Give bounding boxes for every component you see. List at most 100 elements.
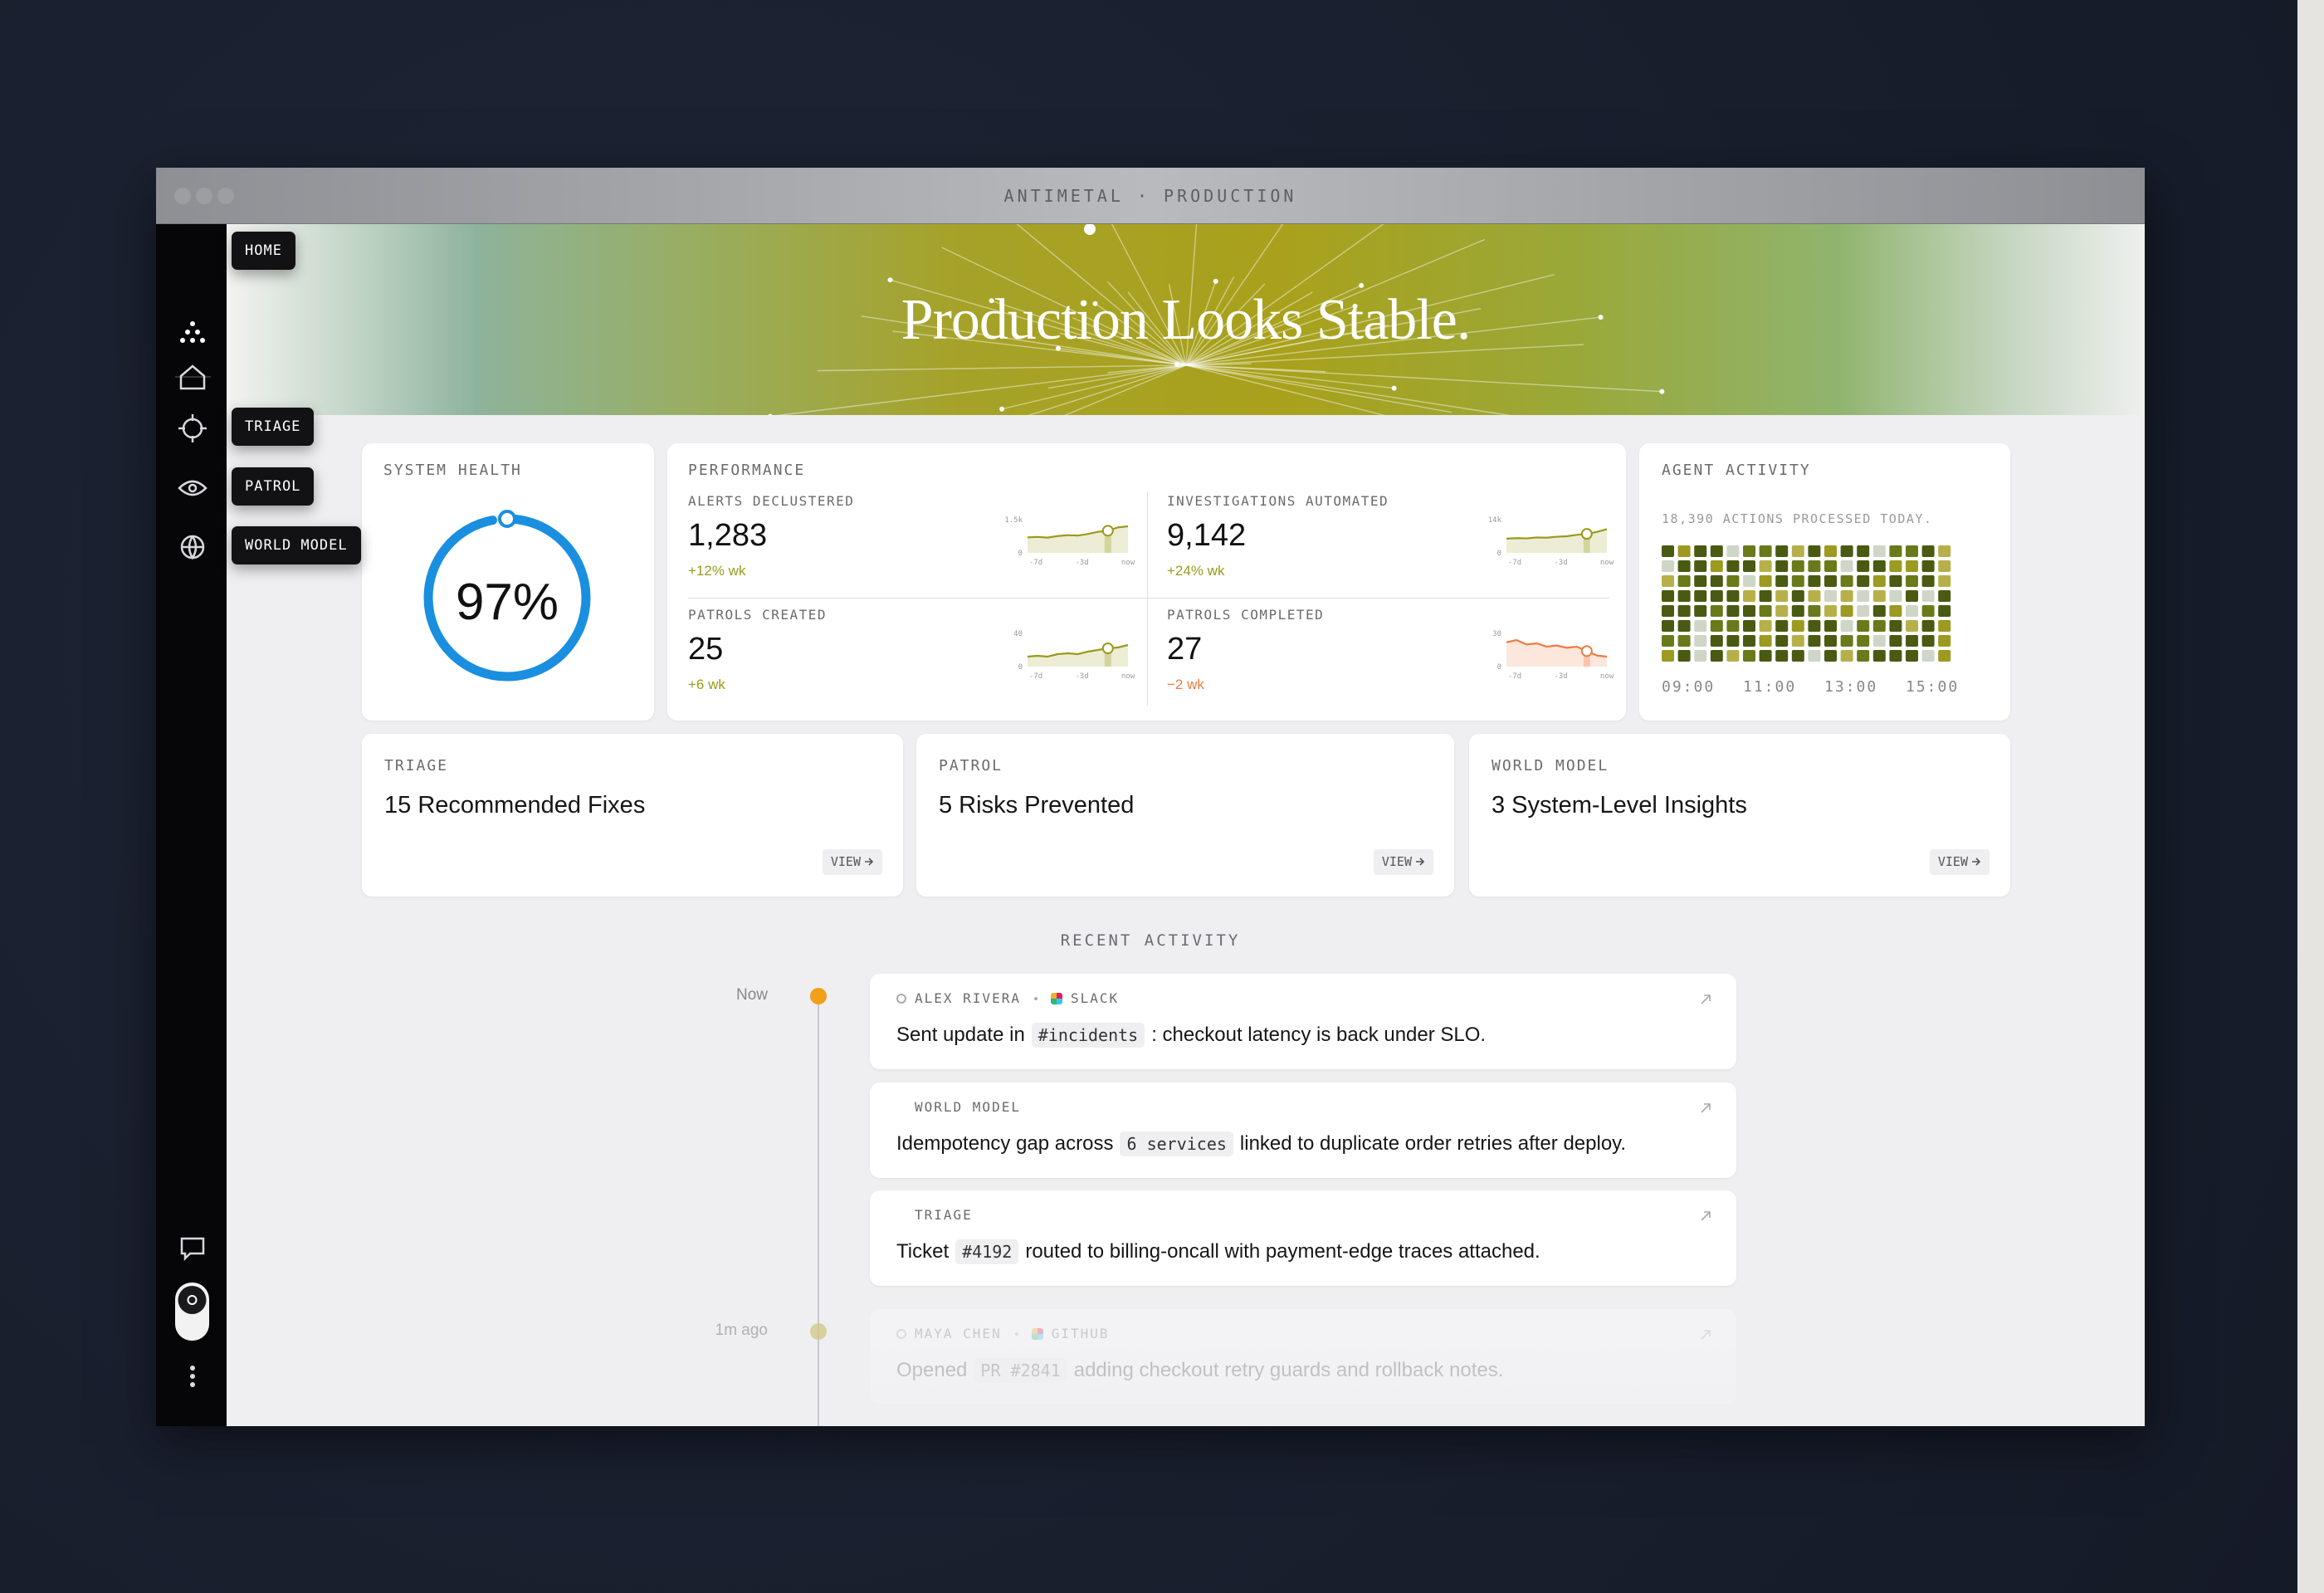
window-title: ANTIMETAL · PRODUCTION — [1003, 186, 1297, 206]
starburst — [768, 224, 1665, 415]
heatmap-cell — [1710, 605, 1723, 617]
burst-dot — [1359, 282, 1365, 288]
nav-tooltip[interactable]: WORLD MODEL — [232, 526, 361, 564]
heatmap-cell — [1921, 575, 1935, 587]
heatmap-cell — [1677, 620, 1691, 632]
burst-line — [775, 364, 1187, 415]
meta-text: TRIAGE — [915, 1207, 973, 1223]
card-title: PERFORMANCE — [688, 462, 806, 479]
text-part: Ticket — [896, 1240, 950, 1263]
activity-card[interactable]: TRIAGE Ticket #4192 routed to billing-oncal… — [870, 1190, 1736, 1286]
heatmap-cell — [1710, 545, 1723, 557]
nav-tooltip[interactable]: PATROL — [232, 467, 315, 506]
sparkline-x-label: -7d — [1508, 559, 1521, 567]
view-button[interactable]: VIEW — [822, 849, 882, 875]
activity-heatmap — [1662, 545, 1951, 662]
heatmap-cell — [1791, 605, 1804, 617]
heatmap-cell — [1857, 545, 1870, 557]
burst-line — [1185, 224, 1284, 366]
nav-tooltip[interactable]: TRIAGE — [232, 408, 315, 446]
highlight-card[interactable]: WORLD MODEL 3 System-Level Insights VIEW — [1469, 734, 2010, 897]
heatmap-cell — [1840, 560, 1853, 572]
logo-dot — [200, 338, 205, 343]
metric-value: 1,283 — [688, 518, 768, 553]
nav-tooltip[interactable]: HOME — [232, 232, 295, 270]
window-control[interactable] — [217, 188, 234, 204]
theme-knob — [178, 1286, 207, 1314]
heatmap-cell — [1775, 575, 1789, 587]
sparkline-y-label: 0 — [1497, 663, 1501, 672]
health-score: 97% — [455, 574, 559, 631]
burst-line — [1107, 281, 1187, 366]
burst-line — [1059, 332, 1187, 366]
heatmap-cell — [1921, 605, 1935, 617]
heatmap-cell — [1840, 620, 1853, 632]
heatmap-cell — [1759, 650, 1772, 662]
sparkline-y-label: 14k — [1488, 516, 1502, 525]
window-control[interactable] — [174, 188, 191, 204]
heatmap-cell — [1938, 650, 1951, 662]
heatmap-cell — [1906, 545, 1918, 557]
activity-meta: TRIAGE — [896, 1207, 973, 1223]
heatmap-cell — [1759, 560, 1772, 572]
heatmap-cell — [1775, 560, 1789, 572]
window-control[interactable] — [196, 188, 212, 204]
sidebar-icons — [175, 321, 211, 1387]
meta-text: SLACK — [1070, 990, 1120, 1006]
burst-line — [1185, 325, 1389, 366]
sparkline-marker — [1580, 528, 1593, 540]
heatmap-cell — [1694, 635, 1707, 647]
heatmap-cell — [1662, 560, 1674, 572]
metric-label: INVESTIGATIONS AUTOMATED — [1167, 493, 1389, 509]
burst-line — [1185, 363, 1252, 366]
heatmap-cell — [1872, 545, 1886, 557]
heatmap-cell — [1889, 650, 1902, 662]
heatmap-cell — [1857, 575, 1870, 587]
view-button[interactable]: VIEW — [1373, 849, 1433, 875]
activity-card[interactable]: WORLD MODEL Idempotency gap across 6 servi… — [870, 1082, 1736, 1178]
timeline-line — [818, 996, 819, 1426]
sparkline-y-label: 1.5k — [1004, 516, 1023, 525]
burst-line — [1168, 284, 1187, 366]
heatmap-cell — [1938, 635, 1951, 647]
heatmap-cell — [1694, 620, 1707, 632]
heatmap-cell — [1808, 620, 1821, 632]
heatmap-cell — [1677, 545, 1691, 557]
highlight-card[interactable]: TRIAGE 15 Recommended Fixes VIEW — [362, 734, 903, 897]
more-dot — [190, 1366, 195, 1371]
burst-line — [1027, 364, 1187, 415]
heatmap-cell — [1808, 635, 1821, 647]
burst-line — [1095, 303, 1187, 366]
view-button[interactable]: VIEW — [1929, 849, 1990, 875]
heatmap-cell — [1824, 545, 1837, 557]
sparkline-highlight — [1104, 648, 1111, 667]
burst-line — [1185, 281, 1217, 366]
heatmap-cell — [1743, 545, 1755, 557]
view-label: VIEW — [1937, 854, 1968, 869]
burst-line — [1185, 305, 1355, 366]
heatmap-cell — [1791, 635, 1804, 647]
heatmap-cell — [1906, 560, 1918, 572]
activity-summary: 18,390 ACTIONS PROCESSED TODAY. — [1662, 511, 1933, 526]
burst-dot — [999, 406, 1005, 412]
timeline-dot — [810, 988, 827, 1004]
metric-label: PATROLS CREATED — [688, 607, 827, 623]
heatmap-cell — [1857, 590, 1870, 602]
heatmap-cell — [1938, 575, 1951, 587]
activity-meta: ALEX RIVERA SLACK — [896, 990, 1119, 1006]
view-label: VIEW — [1381, 854, 1412, 869]
heatmap-cell — [1824, 560, 1837, 572]
highlight-card[interactable]: PATROL 5 Risks Prevented VIEW — [916, 734, 1454, 897]
arrow — [1701, 1103, 1711, 1113]
burst-line — [1185, 364, 1326, 373]
burst-line — [1185, 283, 1266, 366]
card-headline: 5 Risks Prevented — [939, 792, 1135, 818]
heatmap-cell — [1889, 605, 1902, 617]
activity-card[interactable]: ALEX RIVERA SLACK Sent update in #incidents… — [870, 974, 1736, 1069]
card-headline: 3 System-Level Insights — [1492, 792, 1747, 818]
heatmap-cell — [1694, 560, 1707, 572]
heatmap-cell — [1938, 560, 1951, 572]
burst-line — [1185, 238, 1486, 366]
burst-dot — [1213, 278, 1218, 284]
